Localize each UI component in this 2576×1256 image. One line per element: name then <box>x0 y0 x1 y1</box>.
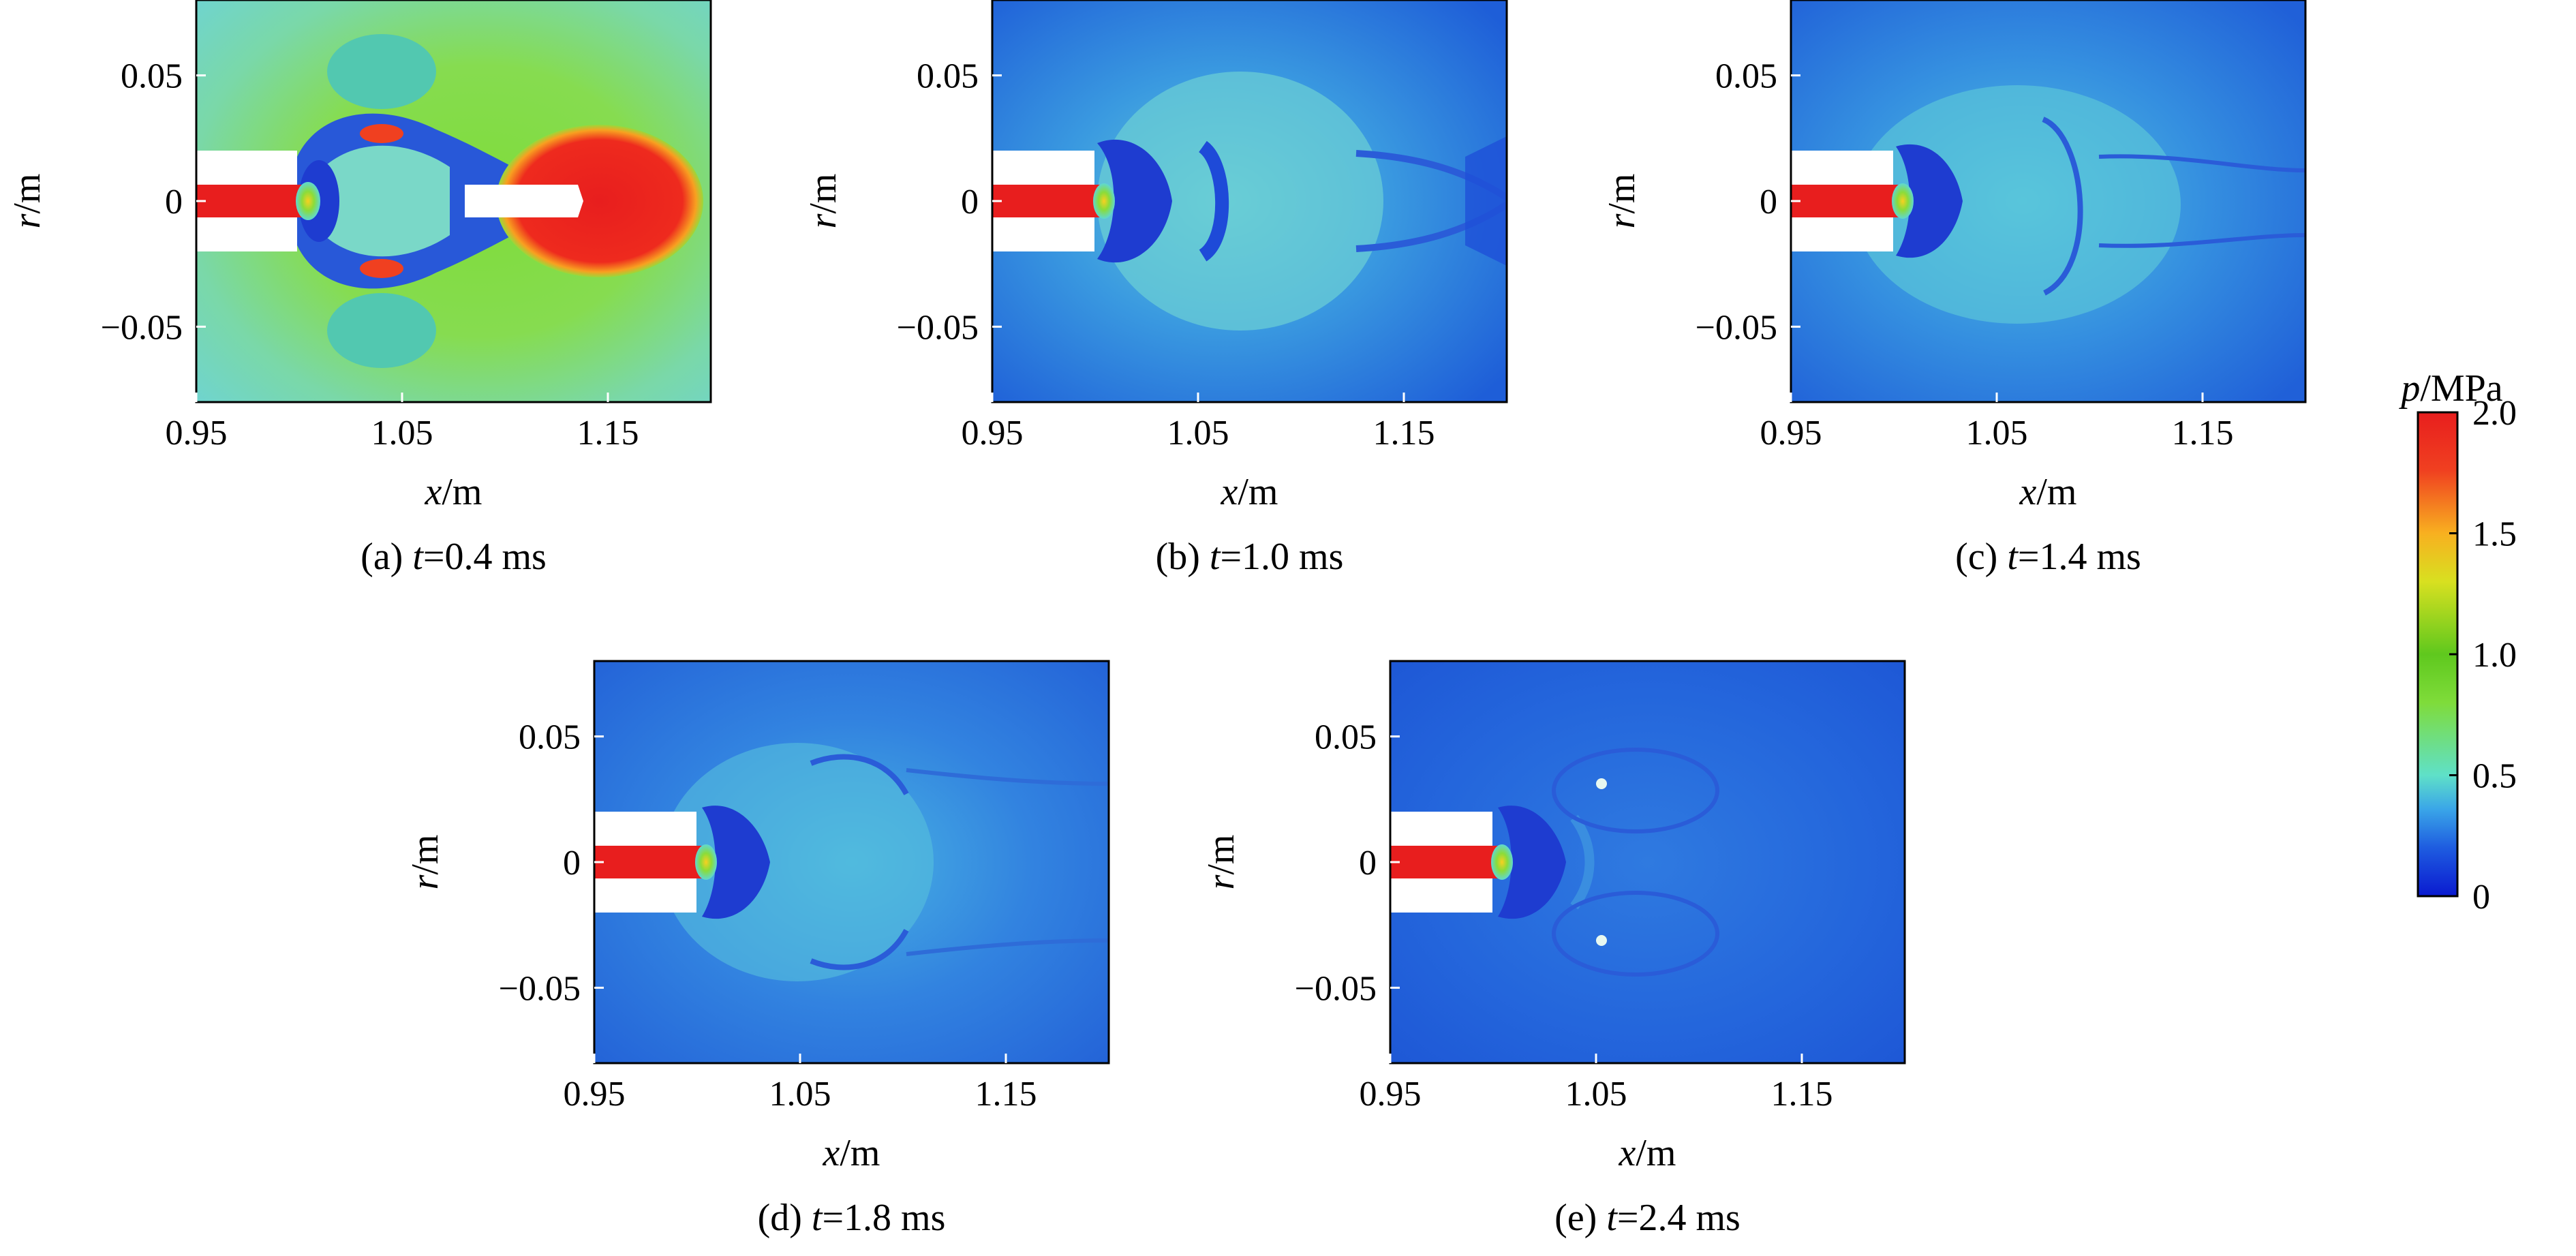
colorbar: p/MPa 2.0 1.5 1.0 0.5 0 <box>2398 367 2517 917</box>
panel-b-ylabel: r/m <box>802 174 844 229</box>
panel-d-ytick-label: −0.05 <box>499 969 581 1008</box>
panel-c-ytick-label: 0.05 <box>1715 57 1777 96</box>
panel-a-ytick-label: 0.05 <box>121 57 183 96</box>
panel-a-xlabel: x/m <box>425 471 482 513</box>
panel-b-ytick-label: 0 <box>961 183 979 221</box>
panel-e-axes: 0.95 1.05 1.15 0.05 0 −0.05 x/m r/m (e) t=2.4 ms <box>1200 660 1906 1239</box>
panel-e-field <box>1390 661 1905 1063</box>
panel-d-xtick-label: 0.95 <box>564 1075 626 1114</box>
panel-e-xtick-label: 0.95 <box>1360 1075 1422 1114</box>
panel-b-caption: (b) t=1.0 ms <box>1156 536 1344 578</box>
panel-c-xtick-label: 1.05 <box>1966 414 2028 453</box>
panel-e-ytick-label: −0.05 <box>1295 969 1377 1008</box>
panel-d-ytick-label: 0 <box>563 844 581 883</box>
panel-e-xlabel: x/m <box>1619 1132 1676 1174</box>
panel-b-xtick-label: 0.95 <box>962 414 1024 453</box>
panel-a-axes: 0.95 1.05 1.15 0.05 0 −0.05 x/m r/m (a) t=0.4 ms <box>6 0 712 578</box>
panel-d-caption: (d) t=1.8 ms <box>758 1197 946 1239</box>
panel-b-ytick-label: −0.05 <box>897 308 979 347</box>
panel-c-xlabel: x/m <box>2019 471 2077 513</box>
panel-e-ytick-label: 0 <box>1359 844 1377 883</box>
panel-a-ytick-label: −0.05 <box>101 308 183 347</box>
panel-d-field <box>594 661 1109 1063</box>
panel-c-ylabel: r/m <box>1601 174 1643 229</box>
panel-d-ylabel: r/m <box>404 835 446 890</box>
panel-a-xtick-label: 1.15 <box>577 414 639 453</box>
colorbar-tick-label: 0 <box>2472 878 2490 917</box>
panel-c-axes: 0.95 1.05 1.15 0.05 0 −0.05 x/m r/m (c) t=1.4 ms <box>1601 0 2307 578</box>
panel-c-ytick-label: 0 <box>1760 183 1777 221</box>
panel-d-xtick-label: 1.15 <box>975 1075 1037 1114</box>
panel-e-ytick-label: 0.05 <box>1315 718 1377 757</box>
colorbar-tick-label: 1.5 <box>2472 515 2517 554</box>
panel-a-ytick-label: 0 <box>165 183 183 221</box>
panel-a-xtick-label: 1.05 <box>371 414 433 453</box>
panel-a-xtick-label: 0.95 <box>166 414 228 453</box>
panel-c-field <box>1791 0 2305 402</box>
panel-c-caption: (c) t=1.4 ms <box>1955 536 2141 578</box>
panel-d-xtick-label: 1.05 <box>769 1075 831 1114</box>
colorbar-tick-label: 2.0 <box>2472 394 2517 433</box>
panel-d-xlabel: x/m <box>823 1132 880 1174</box>
panel-e-xtick-label: 1.15 <box>1771 1075 1833 1114</box>
panel-a-caption: (a) t=0.4 ms <box>361 536 547 578</box>
panel-b-xtick-label: 1.05 <box>1167 414 1229 453</box>
panel-a-field <box>196 0 711 402</box>
panel-b-xtick-label: 1.15 <box>1373 414 1435 453</box>
panel-b-field <box>992 0 1507 402</box>
panel-e-caption: (e) t=2.4 ms <box>1554 1197 1741 1239</box>
panel-a-ylabel: r/m <box>6 174 48 229</box>
panel-d-axes: 0.95 1.05 1.15 0.05 0 −0.05 x/m r/m (d) t=1.8 ms <box>404 660 1110 1239</box>
panel-c-ytick-label: −0.05 <box>1696 308 1777 347</box>
colorbar-tick-label: 0.5 <box>2472 757 2517 796</box>
panel-d-ytick-label: 0.05 <box>519 718 581 757</box>
colorbar-label: p/MPa <box>2398 367 2502 410</box>
panel-b-xlabel: x/m <box>1221 471 1278 513</box>
panel-e-xtick-label: 1.05 <box>1565 1075 1627 1114</box>
panel-b-ytick-label: 0.05 <box>917 57 979 96</box>
colorbar-tick-label: 1.0 <box>2472 636 2517 675</box>
panel-e-ylabel: r/m <box>1200 835 1242 890</box>
panel-c-xtick-label: 1.15 <box>2172 414 2234 453</box>
panel-c-xtick-label: 0.95 <box>1760 414 1822 453</box>
panel-b-axes: 0.95 1.05 1.15 0.05 0 −0.05 x/m r/m (b) t=1.0 ms <box>802 0 1508 578</box>
